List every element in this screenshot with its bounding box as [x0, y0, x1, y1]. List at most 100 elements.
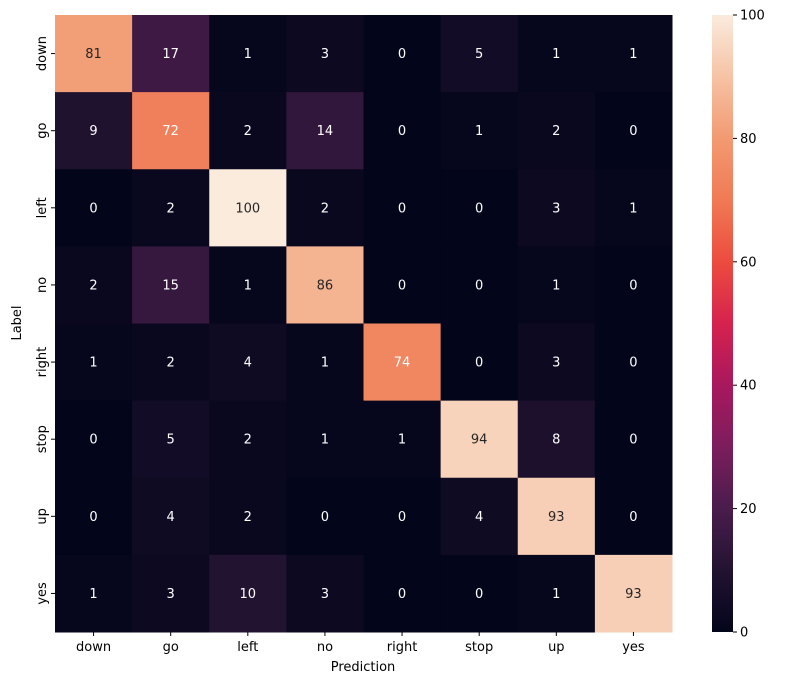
cell-value-label: 0: [398, 587, 406, 602]
cell-value-label: 1: [321, 433, 329, 448]
cell-value-label: 0: [475, 201, 483, 216]
cell-value-label: 0: [398, 278, 406, 293]
x-tick-label: right: [387, 640, 418, 655]
colorbar: [712, 15, 733, 632]
x-tick-label: left: [237, 640, 258, 655]
cell-value-label: 72: [162, 124, 179, 139]
heatmap-cell: [132, 246, 210, 324]
cell-value-label: 0: [629, 356, 637, 371]
heatmap-cell: [55, 92, 133, 170]
heatmap-cell: [517, 169, 596, 247]
heatmap-cell: [209, 246, 287, 324]
cell-value-label: 74: [394, 356, 411, 371]
heatmap-cell: [55, 15, 133, 93]
heatmap-cell: [440, 323, 519, 402]
cell-value-label: 0: [475, 356, 483, 371]
colorbar-tick-label: 40: [740, 379, 757, 394]
heatmap-cell: [55, 554, 133, 633]
heatmap-cell: [440, 554, 519, 633]
cell-value-label: 1: [89, 587, 97, 602]
cell-value-label: 10: [240, 587, 257, 602]
cell-value-label: 0: [398, 124, 406, 139]
heatmap-cell: [55, 400, 133, 479]
cell-value-label: 3: [552, 356, 560, 371]
heatmap-cell: [594, 169, 673, 247]
cell-value-label: 0: [89, 510, 97, 525]
cell-value-label: 93: [625, 587, 642, 602]
cell-value-label: 0: [398, 510, 406, 525]
cell-value-label: 1: [629, 201, 637, 216]
heatmap-cell: [363, 477, 442, 556]
cell-value-label: 0: [398, 47, 406, 62]
cell-value-label: 0: [629, 433, 637, 448]
y-tick-label: left: [35, 197, 50, 218]
heatmap-cell: [594, 323, 673, 402]
heatmap-cell: [517, 554, 596, 633]
y-tick-label: no: [35, 277, 50, 293]
heatmap-cell: [286, 169, 364, 247]
heatmap-cell: [286, 400, 364, 479]
cell-value-label: 2: [244, 124, 252, 139]
cell-value-label: 2: [552, 124, 560, 139]
x-tick-label: up: [548, 640, 565, 655]
heatmap-cell: [517, 323, 596, 402]
heatmap-cell: [594, 477, 673, 556]
cell-value-label: 0: [475, 278, 483, 293]
cell-value-label: 3: [321, 587, 329, 602]
cell-value-label: 1: [398, 433, 406, 448]
heatmap-cell: [209, 323, 287, 402]
heatmap-cell: [209, 92, 287, 170]
cell-value-label: 1: [89, 356, 97, 371]
heatmap-cell: [594, 246, 673, 324]
heatmap-cell: [286, 323, 364, 402]
heatmap-cell: [132, 169, 210, 247]
heatmap-cell: [132, 477, 210, 556]
heatmap-cell: [132, 400, 210, 479]
cell-value-label: 1: [552, 278, 560, 293]
y-tick-label: stop: [35, 425, 50, 453]
cell-value-label: 1: [552, 47, 560, 62]
heatmap-cell: [132, 554, 210, 633]
cell-value-label: 1: [244, 47, 252, 62]
heatmap-cell: [132, 15, 210, 93]
y-tick-label: yes: [35, 582, 50, 605]
y-tick-label: up: [35, 508, 50, 525]
heatmap-cell: [517, 92, 596, 170]
heatmap-cell: [286, 246, 364, 324]
cell-value-label: 0: [629, 510, 637, 525]
cell-value-label: 100: [235, 201, 260, 216]
cell-value-label: 5: [167, 433, 175, 448]
cell-value-label: 0: [475, 587, 483, 602]
cell-value-label: 5: [475, 47, 483, 62]
heatmap-cell: [209, 477, 287, 556]
cell-value-label: 2: [167, 356, 175, 371]
cell-value-label: 4: [475, 510, 483, 525]
heatmap-cell: [55, 323, 133, 402]
x-tick-label: yes: [622, 640, 645, 655]
y-tick-label: go: [35, 123, 50, 139]
heatmap-cell: [363, 169, 442, 247]
heatmap-cell: [440, 246, 519, 324]
heatmap-cell: [55, 246, 133, 324]
cell-value-label: 0: [629, 278, 637, 293]
colorbar-tick-label: 100: [740, 9, 765, 24]
heatmap-cell: [594, 15, 673, 93]
cell-value-label: 1: [475, 124, 483, 139]
cell-value-label: 2: [244, 433, 252, 448]
cell-value-label: 0: [398, 201, 406, 216]
cell-value-label: 81: [85, 47, 102, 62]
heatmap-cell: [594, 554, 673, 633]
cell-value-label: 2: [321, 201, 329, 216]
heatmap-cell: [517, 246, 596, 324]
heatmap-cell: [286, 554, 364, 633]
y-axis-label: Label: [10, 305, 25, 340]
x-tick-label: go: [163, 640, 179, 655]
x-axis-ticks: down go left no right stop up yes: [76, 632, 645, 655]
x-tick-label: down: [76, 640, 111, 655]
cell-value-label: 15: [162, 278, 179, 293]
heatmap-cell: [594, 92, 673, 170]
cell-value-label: 4: [244, 356, 252, 371]
colorbar-ticks: 0 20 40 60 80 100: [733, 9, 765, 641]
cell-value-label: 14: [317, 124, 334, 139]
heatmap-cell: [209, 554, 287, 633]
